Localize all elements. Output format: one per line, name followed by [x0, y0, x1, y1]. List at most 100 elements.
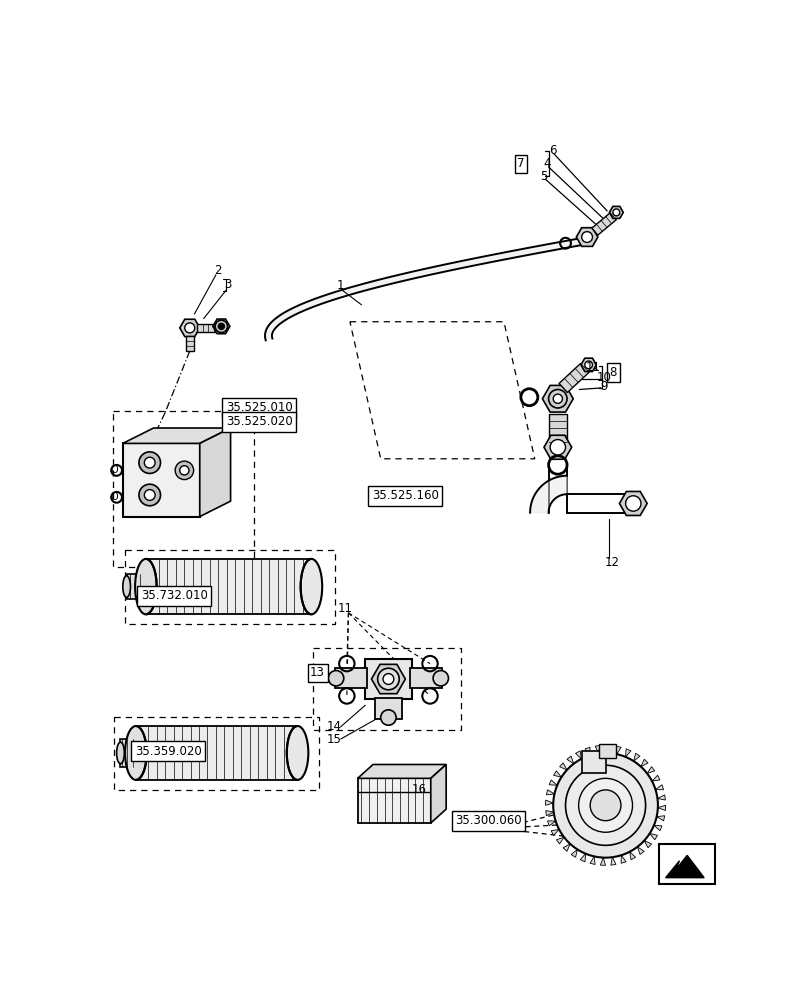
Circle shape [380, 710, 396, 725]
Polygon shape [559, 763, 566, 770]
Bar [120, 739, 139, 767]
Text: 12: 12 [603, 556, 619, 569]
Bar [599, 744, 616, 758]
Circle shape [625, 497, 639, 510]
Circle shape [144, 457, 155, 468]
Polygon shape [665, 855, 703, 878]
Ellipse shape [135, 559, 157, 614]
Polygon shape [640, 759, 647, 767]
Polygon shape [594, 745, 599, 753]
Circle shape [144, 490, 155, 500]
Text: 6: 6 [548, 144, 556, 157]
Circle shape [377, 668, 399, 690]
Text: 35.525.020: 35.525.020 [225, 415, 292, 428]
Polygon shape [212, 319, 230, 334]
Circle shape [612, 209, 619, 216]
Polygon shape [543, 435, 571, 459]
Polygon shape [616, 746, 620, 754]
Polygon shape [562, 844, 569, 851]
Polygon shape [580, 358, 595, 372]
Circle shape [217, 322, 225, 331]
Text: 7: 7 [517, 157, 524, 170]
Circle shape [383, 674, 393, 684]
Circle shape [552, 394, 562, 403]
Polygon shape [547, 821, 555, 826]
Circle shape [550, 440, 564, 454]
Circle shape [550, 391, 564, 406]
Polygon shape [580, 854, 585, 862]
Text: 4: 4 [543, 157, 550, 170]
Text: 14: 14 [327, 720, 341, 733]
Bar [374, 698, 401, 719]
Polygon shape [566, 756, 573, 764]
Polygon shape [590, 856, 594, 864]
Polygon shape [643, 841, 650, 848]
Polygon shape [605, 745, 610, 753]
Ellipse shape [300, 559, 322, 614]
Circle shape [578, 778, 632, 832]
Text: 10: 10 [596, 371, 611, 384]
Circle shape [380, 671, 397, 687]
Circle shape [584, 361, 592, 369]
Polygon shape [591, 213, 616, 235]
Bar [659, 844, 714, 884]
Circle shape [564, 765, 645, 845]
Polygon shape [546, 790, 554, 795]
Polygon shape [548, 780, 556, 785]
Polygon shape [646, 767, 654, 773]
Polygon shape [599, 858, 605, 865]
Text: 15: 15 [327, 733, 341, 746]
Ellipse shape [286, 726, 308, 780]
Polygon shape [200, 428, 230, 517]
Bar [357, 778, 431, 823]
Polygon shape [624, 749, 630, 757]
Polygon shape [570, 849, 577, 857]
Polygon shape [545, 811, 553, 816]
Polygon shape [556, 837, 564, 844]
Polygon shape [654, 785, 663, 790]
Text: 9: 9 [599, 380, 607, 393]
Polygon shape [357, 764, 445, 778]
Polygon shape [620, 855, 625, 863]
Circle shape [624, 496, 640, 511]
Polygon shape [656, 816, 664, 821]
Circle shape [139, 484, 161, 506]
Polygon shape [431, 764, 445, 823]
Polygon shape [637, 847, 643, 854]
Polygon shape [264, 238, 581, 340]
Polygon shape [551, 829, 559, 835]
Bar [146, 559, 311, 614]
Bar [334, 668, 367, 688]
Polygon shape [575, 751, 581, 759]
Polygon shape [633, 753, 639, 761]
Circle shape [550, 440, 564, 455]
Ellipse shape [117, 742, 124, 764]
Polygon shape [619, 491, 646, 515]
Polygon shape [576, 228, 597, 246]
Polygon shape [545, 800, 552, 805]
Polygon shape [548, 414, 566, 442]
Polygon shape [657, 795, 664, 800]
Polygon shape [629, 852, 635, 860]
Text: 2: 2 [213, 264, 221, 277]
Polygon shape [371, 664, 405, 694]
Text: 3: 3 [225, 278, 232, 291]
Bar [410, 668, 442, 688]
Polygon shape [553, 771, 560, 777]
Circle shape [552, 753, 657, 858]
Text: 8: 8 [609, 366, 616, 379]
Circle shape [328, 671, 343, 686]
Text: 35.525.160: 35.525.160 [371, 489, 438, 502]
Polygon shape [530, 476, 566, 513]
Text: O: O [110, 465, 118, 475]
Polygon shape [186, 336, 193, 351]
Polygon shape [649, 833, 657, 840]
Text: 35.300.060: 35.300.060 [455, 814, 521, 827]
Bar [127, 574, 148, 599]
Circle shape [432, 671, 448, 686]
Circle shape [175, 461, 193, 480]
Polygon shape [542, 385, 573, 412]
Polygon shape [122, 428, 230, 443]
Polygon shape [558, 363, 588, 392]
Bar [135, 726, 297, 780]
